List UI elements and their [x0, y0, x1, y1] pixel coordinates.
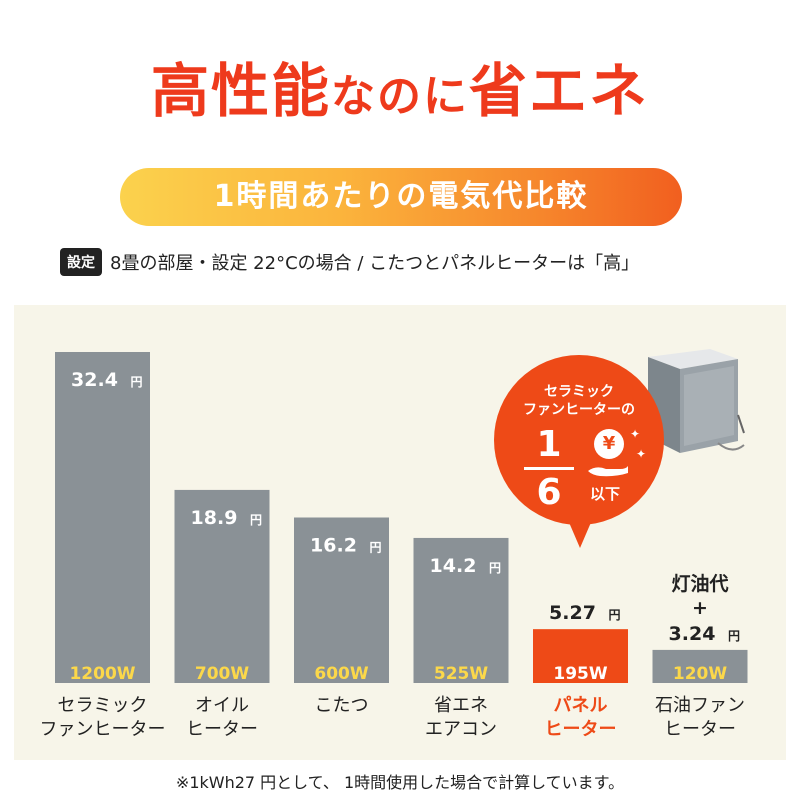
watt-label: 700W — [195, 664, 249, 684]
headline-part3: 省エネ — [469, 57, 650, 125]
category-label: エアコン — [425, 719, 497, 740]
category-label: ヒーター — [545, 719, 617, 740]
callout-line2: ファンヒーターの — [523, 402, 635, 418]
setting-badge: 設定 — [60, 248, 102, 276]
extra-label: 灯油代 — [671, 573, 728, 595]
category-label: こたつ — [315, 695, 369, 716]
yen-coin-icon: ¥ — [594, 429, 624, 459]
callout-denominator: 6 — [536, 472, 562, 513]
callout-numerator: 1 — [536, 424, 562, 465]
panel-heater-illustration — [648, 349, 745, 453]
value-label: 14.2 — [430, 555, 477, 577]
category-label: ヒーター — [664, 719, 736, 740]
bar — [294, 517, 389, 683]
value-label: 3.24 — [669, 623, 716, 645]
category-label: セラミック — [58, 695, 148, 716]
watt-label: 195W — [553, 664, 607, 684]
bar — [174, 489, 270, 683]
unit-label: 円 — [489, 561, 501, 575]
category-label: 省エネ — [434, 695, 488, 716]
unit-label: 円 — [728, 629, 740, 643]
setting-text: 8畳の部屋・設定 22°Cの場合 / こたつとパネルヒーターは「高」 — [110, 253, 640, 274]
callout-suffix: 以下 — [590, 485, 621, 503]
bar — [533, 629, 628, 683]
category-label: パネル — [554, 695, 608, 716]
callout-line1: セラミック — [544, 384, 614, 400]
unit-label: 円 — [130, 375, 142, 389]
fraction-bar — [524, 467, 574, 470]
unit-label: 円 — [369, 541, 381, 555]
callout-pointer — [568, 520, 592, 548]
subtitle-pill: 1時間あたりの電気代比較 — [120, 168, 682, 226]
value-label: 32.4 — [71, 369, 118, 391]
headline: 高性能なのに省エネ — [0, 62, 800, 120]
category-label: 石油ファン — [655, 695, 745, 716]
category-label: ヒーター — [186, 719, 258, 740]
footnote: ※1kWh27 円として、 1時間使用した場合で計算しています。 — [175, 773, 625, 792]
headline-part1: 高性能 — [150, 57, 331, 125]
watt-label: 600W — [314, 664, 368, 684]
bar — [413, 537, 509, 683]
watt-label: 525W — [434, 664, 488, 684]
headline-part2: なのに — [331, 71, 469, 122]
value-label: 5.27 — [549, 602, 596, 624]
category-label: オイル — [195, 695, 249, 716]
category-label: ファンヒーター — [40, 719, 166, 740]
savings-callout: セラミック ファンヒーターの 1 6 ¥ ✦ ✦ 以下 — [494, 355, 664, 525]
value-label: 16.2 — [310, 535, 357, 557]
bar — [55, 352, 150, 683]
unit-label: 円 — [250, 513, 262, 527]
extra-label: + — [692, 597, 708, 619]
bar — [652, 649, 748, 683]
hand-icon — [588, 466, 628, 477]
value-label: 18.9 — [191, 507, 238, 529]
watt-label: 1200W — [69, 664, 135, 684]
sparkle-icon: ✦ — [636, 447, 647, 461]
watt-label: 120W — [673, 664, 727, 684]
sparkle-icon: ✦ — [630, 427, 641, 441]
setting-row: 設定 8畳の部屋・設定 22°Cの場合 / こたつとパネルヒーターは「高」 — [60, 248, 639, 276]
unit-label: 円 — [608, 608, 620, 622]
